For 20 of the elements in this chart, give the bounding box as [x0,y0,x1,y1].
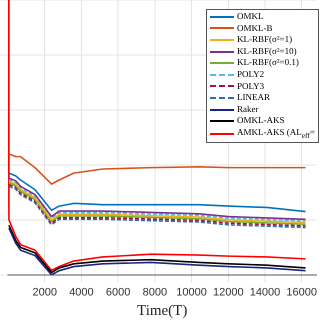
legend-label: KL-RBF(σ²=0.1) [236,57,299,69]
legend-label: LINEAR [236,92,270,104]
x-axis-title: Time(T) [137,302,188,319]
x-tick-label: 2000 [32,286,57,298]
x-tick-label: 10000 [176,286,207,298]
x-tick-label: 16000 [286,286,318,298]
legend-label: POLY3 [236,80,264,92]
legend-label: OMKL-AKS [236,115,284,127]
legend-label: Raker [236,104,258,116]
legend-label: OMKL-B [236,22,272,34]
x-tick-label: 4000 [69,286,94,298]
legend-label: POLY2 [236,68,264,81]
x-tick-label: 6000 [106,286,130,298]
legend-label: KL-RBF(σ²=1) [236,34,292,46]
x-tick-label: 14000 [250,286,280,298]
legend-label: KL-RBF(σ²=10) [236,46,297,58]
legend-label: AMKL-AKS (AL$_{eff}$= [236,126,315,142]
x-tick-label: 12000 [212,286,244,298]
legend-label: OMKL [236,11,264,23]
x-tick-label: 8000 [142,286,168,298]
